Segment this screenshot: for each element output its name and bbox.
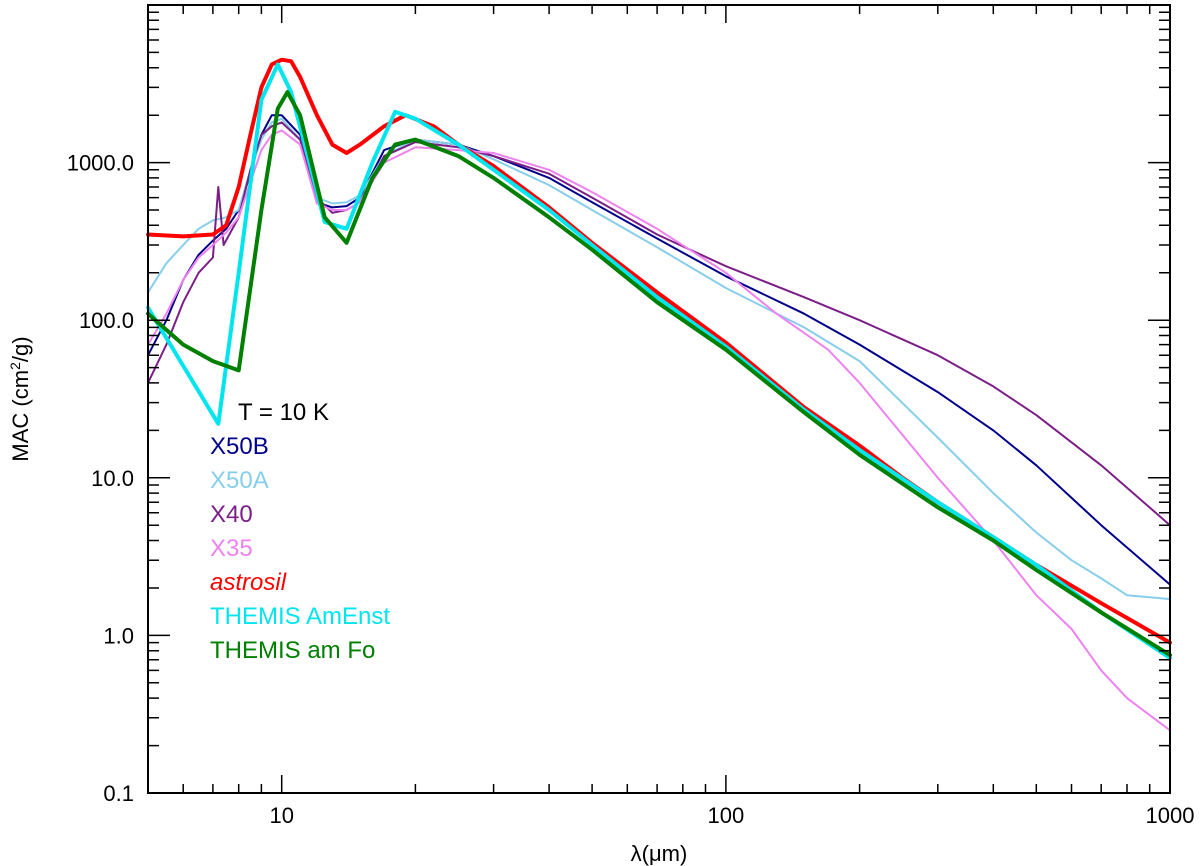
y-axis-title-end: /g) [8,336,33,362]
legend-entry-astrosil: astrosil [210,569,287,596]
y-axis-title-sup: 2 [7,362,23,370]
y-axis-title: MAC (cm2/g) [7,336,33,461]
series-line-themis-amenst [146,62,1172,660]
legend: X50B X50A X40 X35 astrosil THEMIS AmEnst THEMI… [210,433,390,664]
series-line-themis-am-fo [146,90,1172,658]
series-layer [146,57,1172,732]
legend-entry-x50b: X50B [210,433,269,460]
legend-entry-x40: X40 [210,501,253,528]
legend-entry-themis-am-fo: THEMIS am Fo [210,637,375,664]
y-tick-label: 1000.0 [67,151,134,176]
legend-entry-x50a: X50A [210,467,269,494]
series-line-x50a [147,117,1171,601]
series-line-x35 [147,129,1171,732]
series-line-x40 [147,121,1171,527]
ticks-layer [147,4,1171,794]
x-tick-label: 10 [269,803,293,828]
x-axis-title: λ(μm) [631,841,688,866]
y-tick-label: 0.1 [103,781,134,806]
y-tick-label: 1.0 [103,623,134,648]
plot-frame [147,4,1171,794]
x-tick-label: 1000 [1146,803,1195,828]
legend-entry-x35: X35 [210,535,253,562]
y-tick-label: 10.0 [91,466,134,491]
x-tick-label: 100 [708,803,745,828]
tick-labels-layer: 10 100 1000 0.1 1.0 10.0 100.0 1000.0 [67,151,1195,828]
axis-ticks [147,4,1171,794]
y-tick-label: 100.0 [79,308,134,333]
temperature-annotation: T = 10 K [238,399,329,426]
y-axis-title-main: MAC (cm [8,370,33,462]
legend-entry-themis-amenst: THEMIS AmEnst [210,603,390,630]
